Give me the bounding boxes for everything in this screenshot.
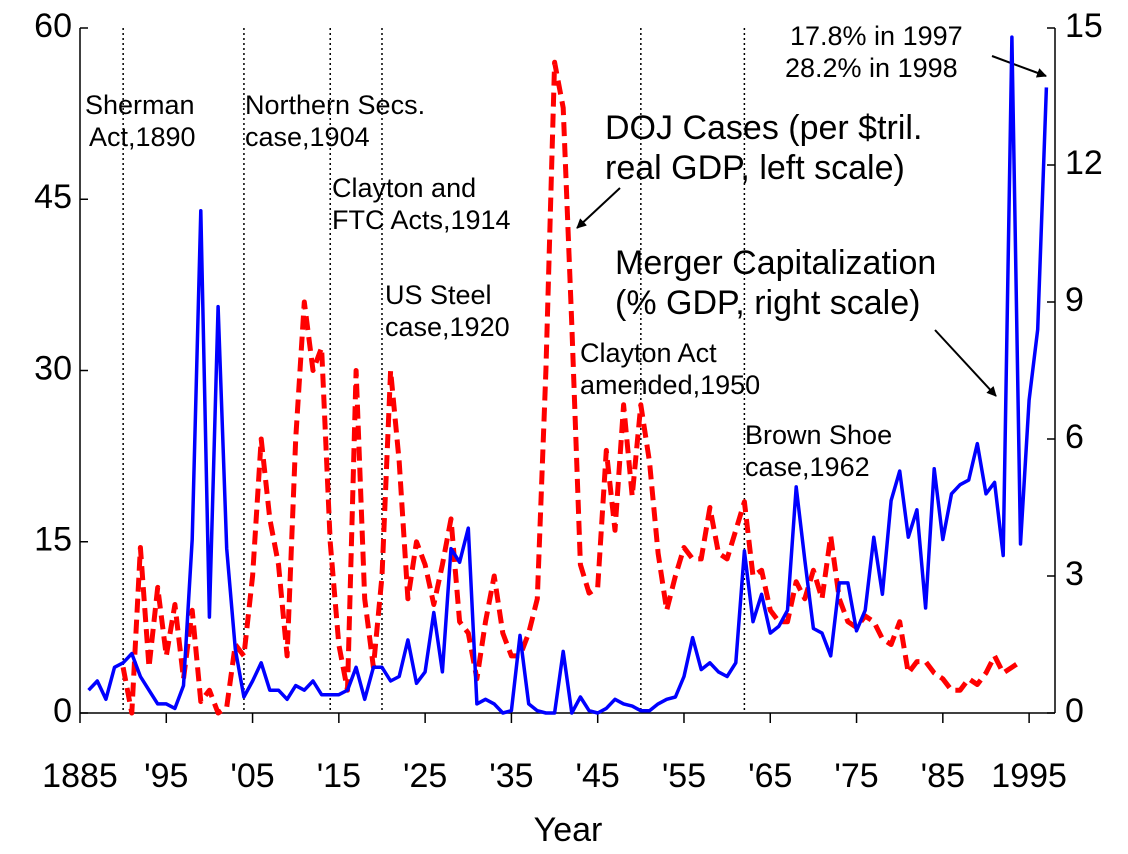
annotation: real GDP, left scale) <box>605 149 905 187</box>
x-tick-label: '15 <box>317 757 361 795</box>
x-tick-label: '05 <box>230 757 274 795</box>
series-line <box>120 59 1022 716</box>
event-label: Brown Shoe <box>745 420 892 450</box>
annotation: DOJ Cases (per $tril. <box>605 109 922 147</box>
y2-tick-label: 0 <box>1065 692 1084 730</box>
y2-tick-label: 3 <box>1065 555 1084 593</box>
y-tick-label: 15 <box>34 521 72 559</box>
arrow <box>576 187 621 229</box>
annotation: 28.2% in 1998 <box>785 53 958 83</box>
y-tick-label: 30 <box>34 349 72 387</box>
y2-tick-label: 15 <box>1065 7 1103 45</box>
event-label: case,1962 <box>745 452 870 482</box>
arrow <box>991 55 1047 78</box>
x-tick-label: '65 <box>748 757 792 795</box>
y2-tick-label: 12 <box>1065 144 1103 182</box>
event-label: Clayton and <box>332 173 476 203</box>
annotation: (% GDP, right scale) <box>615 284 920 322</box>
x-tick-label: 1995 <box>991 757 1067 795</box>
x-axis-label: Year <box>534 811 603 849</box>
x-tick-label: '55 <box>662 757 706 795</box>
annotation: 17.8% in 1997 <box>790 21 963 51</box>
y-tick-label: 0 <box>53 692 72 730</box>
event-label: amended,1950 <box>580 370 760 400</box>
event-label: FTC Acts,1914 <box>332 205 511 235</box>
x-tick-label: '85 <box>921 757 965 795</box>
x-tick-label: 1885 <box>42 757 118 795</box>
annotation: Merger Capitalization <box>615 244 936 282</box>
event-label: Clayton Act <box>580 338 717 368</box>
y2-tick-label: 6 <box>1065 418 1084 456</box>
event-label: case,1920 <box>385 312 510 342</box>
y-tick-label: 45 <box>34 178 72 216</box>
event-label: US Steel <box>385 280 492 310</box>
x-tick-label: '25 <box>403 757 447 795</box>
event-label: Northern Secs. <box>245 90 425 120</box>
x-tick-label: '45 <box>576 757 620 795</box>
x-tick-label: '75 <box>834 757 878 795</box>
x-tick-label: '35 <box>489 757 533 795</box>
event-label: Sherman <box>85 90 195 120</box>
y2-tick-label: 9 <box>1065 281 1084 319</box>
series-line <box>87 35 1049 715</box>
event-label: Act,1890 <box>89 122 196 152</box>
x-tick-label: '95 <box>144 757 188 795</box>
y-tick-label: 60 <box>34 7 72 45</box>
event-label: case,1904 <box>245 122 370 152</box>
arrow <box>934 329 997 397</box>
